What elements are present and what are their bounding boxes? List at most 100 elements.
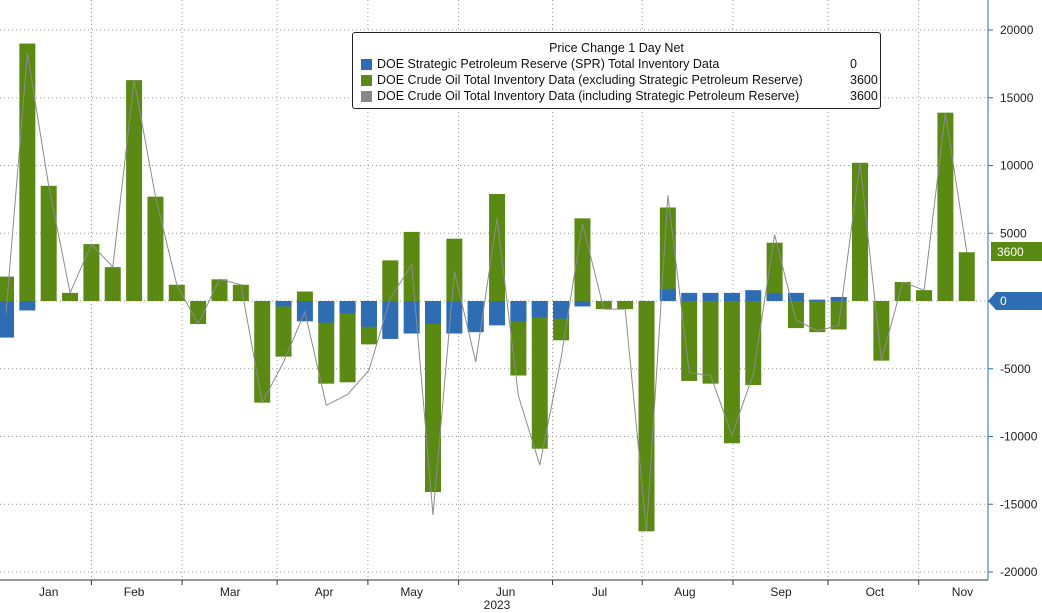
bar-crude-excluding-spr — [830, 301, 847, 330]
month-label: Oct — [866, 585, 885, 599]
bar-crude-excluding-spr — [531, 301, 548, 449]
month-label: Jul — [592, 585, 607, 599]
bar-crude-excluding-spr — [211, 279, 228, 301]
legend-label-spr: DOE Strategic Petroleum Reserve (SPR) To… — [377, 57, 720, 71]
bar-crude-excluding-spr — [232, 284, 249, 301]
bar-crude-excluding-spr — [489, 193, 506, 301]
bar-spr — [745, 290, 762, 301]
bar-spr — [489, 301, 506, 326]
zero-value-badge: 0 — [988, 292, 1042, 310]
bar-spr — [467, 301, 484, 333]
y-axis: 20000 15000 10000 5000 -5000 -10000 -15000 -200… — [988, 23, 1038, 579]
bar-crude-excluding-spr — [894, 282, 911, 301]
bar-crude-excluding-spr — [617, 301, 634, 310]
bar-spr — [0, 301, 14, 338]
month-label: Aug — [674, 585, 695, 599]
bar-spr — [318, 301, 335, 323]
bar-crude-excluding-spr — [852, 162, 868, 301]
bar-crude-excluding-spr — [296, 291, 313, 301]
month-label: Mar — [220, 585, 241, 599]
y-tick-label: -10000 — [1000, 430, 1038, 444]
bar-crude-excluding-spr — [83, 244, 100, 301]
zero-value-label: 0 — [1000, 294, 1007, 308]
legend-value-excluding-spr: 3600 — [850, 73, 878, 87]
bar-spr — [702, 292, 719, 301]
bar-crude-excluding-spr — [916, 290, 933, 301]
legend-label-including-spr: DOE Crude Oil Total Inventory Data (incl… — [377, 89, 800, 103]
month-label: Jun — [496, 585, 515, 599]
bar-spr — [787, 292, 804, 301]
bar-crude-excluding-spr — [382, 260, 399, 301]
y-tick-label: 5000 — [1000, 226, 1027, 240]
bar-crude-excluding-spr — [595, 301, 612, 310]
bar-spr — [360, 301, 377, 327]
bar-crude-excluding-spr — [723, 301, 740, 444]
bar-crude-excluding-spr — [254, 301, 271, 403]
bar-spr — [681, 292, 698, 301]
bar-crude-excluding-spr — [937, 112, 954, 301]
legend-item-including-spr: DOE Crude Oil Total Inventory Data (incl… — [353, 88, 880, 104]
last-value-badge: 3600 — [991, 242, 1042, 261]
y-tick-label: 10000 — [1000, 159, 1034, 173]
bar-crude-excluding-spr — [787, 301, 804, 329]
month-label: Apr — [315, 585, 334, 599]
legend-swatch-including-spr — [361, 90, 372, 102]
bar-spr — [425, 301, 441, 325]
bar-crude-excluding-spr — [0, 276, 14, 301]
y-tick-label: 20000 — [1000, 23, 1034, 37]
bar-spr — [659, 288, 676, 301]
legend-value-spr: 0 — [850, 57, 857, 71]
bar-crude-excluding-spr — [425, 301, 441, 493]
bar-spr — [275, 301, 292, 307]
bar-crude-excluding-spr — [638, 301, 655, 532]
bar-spr — [339, 301, 356, 314]
bar-spr — [382, 301, 399, 339]
y-tick-label: -15000 — [1000, 497, 1038, 511]
month-label: May — [400, 585, 423, 599]
legend-swatch-spr — [361, 58, 372, 70]
legend-value-including-spr: 3600 — [850, 89, 878, 103]
bar-spr — [19, 301, 36, 311]
bar-crude-excluding-spr — [339, 301, 356, 383]
bar-crude-excluding-spr — [809, 301, 826, 333]
bar-spr — [553, 301, 570, 319]
bar-crude-excluding-spr — [190, 301, 207, 325]
bar-crude-excluding-spr — [147, 196, 164, 301]
bar-crude-excluding-spr — [446, 238, 463, 301]
legend-label-excluding-spr: DOE Crude Oil Total Inventory Data (excl… — [377, 73, 803, 87]
bar-spr — [510, 301, 527, 322]
y-tick-label: 15000 — [1000, 91, 1034, 105]
legend: Price Change 1 Day Net DOE Strategic Pet… — [352, 32, 881, 109]
bar-crude-excluding-spr — [702, 301, 719, 384]
month-label: Sep — [770, 585, 792, 599]
bar-spr — [574, 301, 591, 307]
bar-crude-excluding-spr — [104, 267, 121, 301]
y-tick-label: -5000 — [1000, 362, 1031, 376]
bar-crude-excluding-spr — [681, 301, 698, 381]
legend-title: Price Change 1 Day Net — [549, 41, 684, 55]
bar-crude-excluding-spr — [168, 284, 185, 301]
bars — [0, 43, 975, 532]
series-line-including-spr — [5, 52, 968, 532]
legend-item-excluding-spr: DOE Crude Oil Total Inventory Data (excl… — [353, 72, 880, 88]
legend-item-spr: DOE Strategic Petroleum Reserve (SPR) To… — [353, 56, 880, 72]
legend-swatch-excluding-spr — [361, 74, 372, 86]
bar-spr — [809, 299, 826, 301]
month-label: Nov — [952, 585, 973, 599]
bar-spr — [723, 292, 740, 301]
bar-crude-excluding-spr — [958, 252, 975, 301]
month-label: Jan — [39, 585, 58, 599]
bar-crude-excluding-spr — [766, 242, 783, 301]
bar-crude-excluding-spr — [19, 43, 36, 302]
bar-spr — [531, 301, 548, 318]
bar-crude-excluding-spr — [745, 301, 762, 386]
y-tick-label: -20000 — [1000, 565, 1038, 579]
year-label: 2023 — [484, 598, 511, 612]
last-value-label: 3600 — [997, 245, 1024, 259]
bar-crude-excluding-spr — [275, 301, 292, 357]
bar-crude-excluding-spr — [62, 292, 79, 301]
month-label: Feb — [124, 585, 145, 599]
bar-spr — [766, 292, 783, 301]
bar-spr — [830, 296, 847, 301]
bar-spr — [446, 301, 463, 334]
